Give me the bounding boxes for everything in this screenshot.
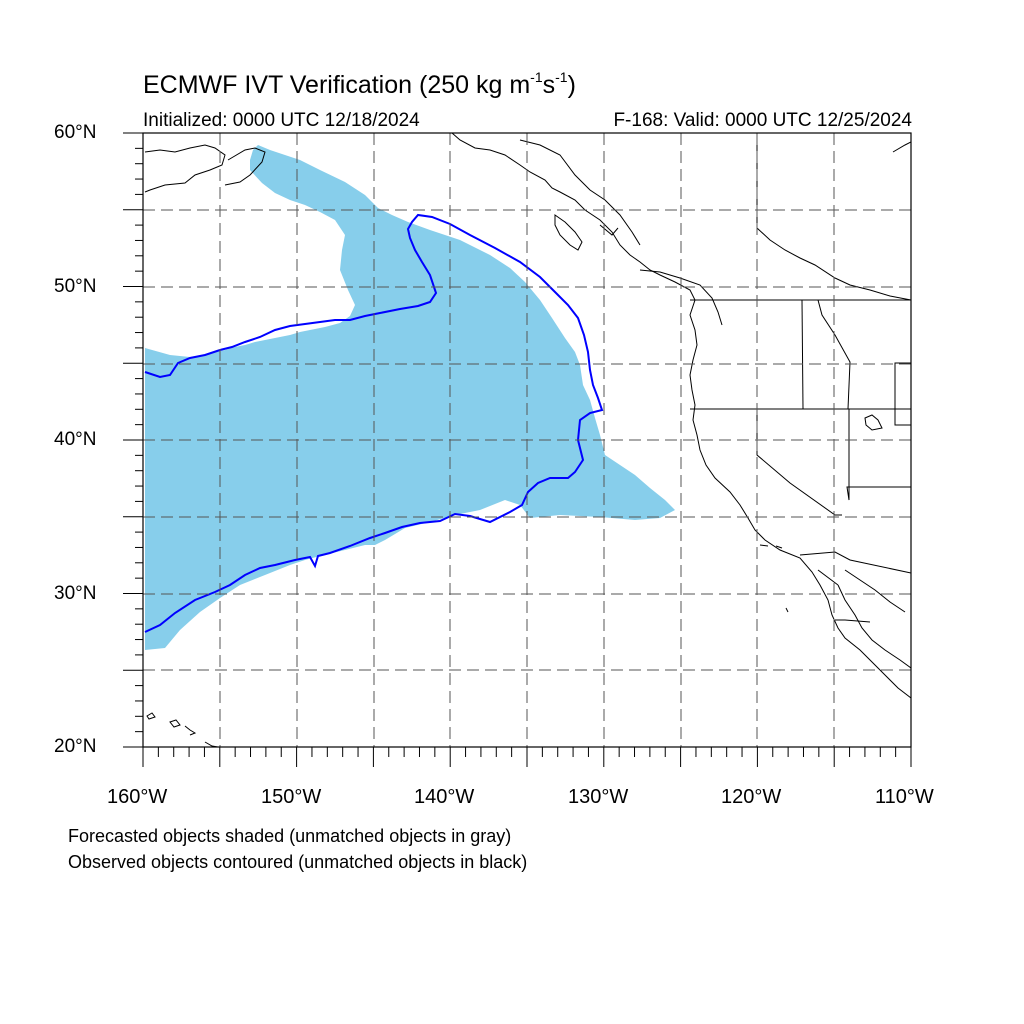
lon-label-140w: 140°W <box>414 786 475 808</box>
initialized-label: Initialized: 0000 UTC 12/18/2024 <box>143 110 420 131</box>
valid-time-label: F-168: Valid: 0000 UTC 12/25/2024 <box>613 110 912 131</box>
footnote-observed: Observed objects contoured (unmatched ob… <box>68 852 528 872</box>
graticule <box>143 133 911 747</box>
coastlines <box>144 133 911 747</box>
lon-label-130w: 130°W <box>568 786 629 808</box>
lon-label-110w: 110°W <box>875 786 934 808</box>
lat-label-30: 30°N <box>54 583 97 604</box>
lon-label-160w: 160°W <box>107 786 168 808</box>
lat-label-40: 40°N <box>54 429 97 450</box>
footnote-forecast: Forecasted objects shaded (unmatched obj… <box>68 826 512 846</box>
observed-object-contour <box>144 213 604 633</box>
lon-label-150w: 150°W <box>261 786 322 808</box>
axis-ticks <box>123 132 912 767</box>
chart-title: ECMWF IVT Verification (250 kg m-1s-1) <box>143 69 576 99</box>
lat-label-60: 60°N <box>54 122 97 143</box>
lat-label-20: 20°N <box>54 736 97 757</box>
lon-label-120w: 120°W <box>721 786 782 808</box>
lat-label-50: 50°N <box>54 276 97 297</box>
forecast-object <box>145 145 675 650</box>
